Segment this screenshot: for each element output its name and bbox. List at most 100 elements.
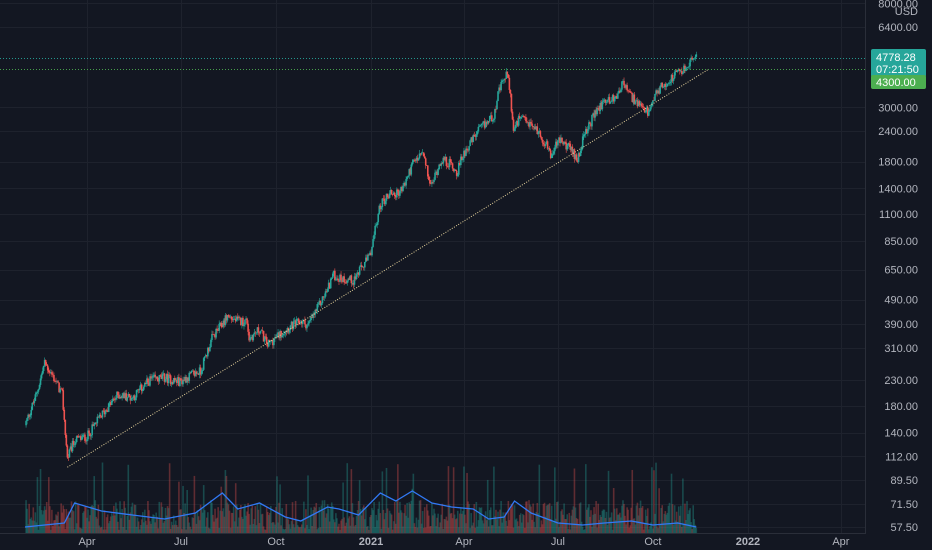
volume-bar [253, 518, 256, 533]
volume-bar [453, 514, 456, 533]
candle-body [615, 96, 618, 99]
price-axis[interactable]: 8000.00 6400.00 3000.00 2400.00 1800.00 1400.… [878, 0, 918, 534]
volume-bar [335, 513, 337, 533]
volume-bar [609, 517, 612, 533]
volume-bar [50, 529, 52, 533]
volume-bar [25, 500, 27, 533]
volume-bar [202, 485, 205, 533]
candle-body [321, 296, 324, 304]
volume-bar [354, 524, 357, 533]
candle-body [123, 393, 125, 399]
volume-bar [233, 521, 236, 533]
volume-bar [520, 522, 523, 533]
candle-body [379, 205, 382, 210]
candle-body [352, 282, 355, 285]
candle-body [366, 257, 368, 261]
candle-body [210, 339, 212, 347]
volume-bar [336, 518, 338, 533]
volume-bar [591, 526, 593, 533]
volume-bar [685, 519, 687, 533]
candle-body [314, 309, 317, 315]
volume-bar [286, 517, 289, 533]
candle-body [325, 291, 328, 292]
volume-bar [238, 517, 240, 533]
volume-bar [690, 522, 692, 533]
candle-body [404, 182, 406, 186]
volume-bar [618, 514, 620, 533]
candle-body [270, 340, 272, 342]
volume-bar [296, 525, 299, 533]
candle-body [252, 334, 255, 341]
volume-bar [213, 521, 215, 533]
candle-body [251, 337, 254, 341]
candle-body [265, 337, 268, 344]
candle-body [205, 355, 208, 357]
time-axis[interactable]: Apr Jul Oct 2021 Apr Jul Oct 2022 Apr [78, 536, 849, 548]
candle-body [387, 197, 390, 198]
candle-body [297, 318, 300, 323]
volume-bar [352, 517, 355, 533]
volume-bar [193, 475, 196, 533]
candle-body [278, 332, 280, 339]
volume-bar [272, 522, 274, 533]
candle-body [579, 150, 582, 157]
volume-bar [374, 526, 376, 533]
candle-body [88, 430, 90, 434]
volume-bar [114, 515, 116, 533]
candle-body [179, 378, 181, 387]
volume-bar [359, 509, 362, 533]
candle-body [427, 165, 429, 177]
volume-bar [211, 502, 213, 533]
candle-body [272, 339, 274, 346]
volume-bar [181, 529, 183, 533]
volume-bar [435, 526, 437, 533]
volume-bar [44, 509, 47, 533]
candle-body [162, 373, 165, 375]
candle-body [129, 395, 132, 401]
volume-bar [198, 520, 201, 533]
candle-body [465, 148, 467, 156]
candle-body [94, 422, 97, 425]
volume-bar [372, 510, 374, 533]
candle-body [279, 330, 281, 339]
volume-bar [282, 528, 285, 533]
volume-bar [129, 512, 132, 533]
volume-bar [188, 522, 191, 533]
volume-bar [393, 502, 396, 533]
candle-body [515, 121, 518, 125]
volume-bar [259, 502, 262, 533]
volume-bar [144, 509, 146, 533]
volume-bar [677, 506, 680, 533]
candle-body [58, 382, 60, 393]
candle-body [358, 266, 361, 275]
candle-body [291, 321, 294, 330]
chart-overlays [0, 58, 866, 528]
candle-body [216, 328, 218, 331]
candle-body [85, 440, 87, 442]
volume-bar [423, 507, 426, 533]
volume-bar [196, 510, 199, 533]
candle-body [545, 141, 548, 145]
candle-body [348, 278, 351, 280]
volume-bar [355, 516, 358, 533]
volume-bar [603, 509, 606, 533]
candle-body [273, 338, 275, 346]
volume-bar [593, 507, 595, 533]
price-tick-label: 8000.00 [878, 0, 918, 10]
volume-bar [429, 526, 431, 533]
volume-bar [316, 529, 319, 533]
volume-bar [85, 506, 87, 533]
candlestick-series [25, 51, 698, 461]
candle-body [93, 424, 96, 426]
level-price-tag [871, 75, 926, 89]
candle-body [315, 309, 318, 312]
volume-bar [674, 520, 677, 533]
candle-body [385, 193, 388, 201]
candle-body [31, 402, 34, 410]
volume-bar [568, 512, 571, 533]
volume-bar [670, 473, 673, 533]
volume-bar [293, 527, 296, 533]
volume-bar [497, 511, 499, 533]
